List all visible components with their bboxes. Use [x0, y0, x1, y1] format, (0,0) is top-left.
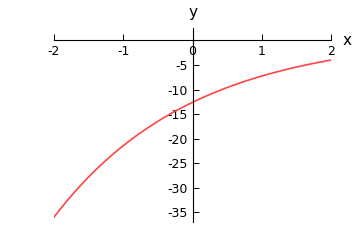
- Text: x: x: [342, 33, 351, 48]
- Text: y: y: [188, 5, 197, 20]
